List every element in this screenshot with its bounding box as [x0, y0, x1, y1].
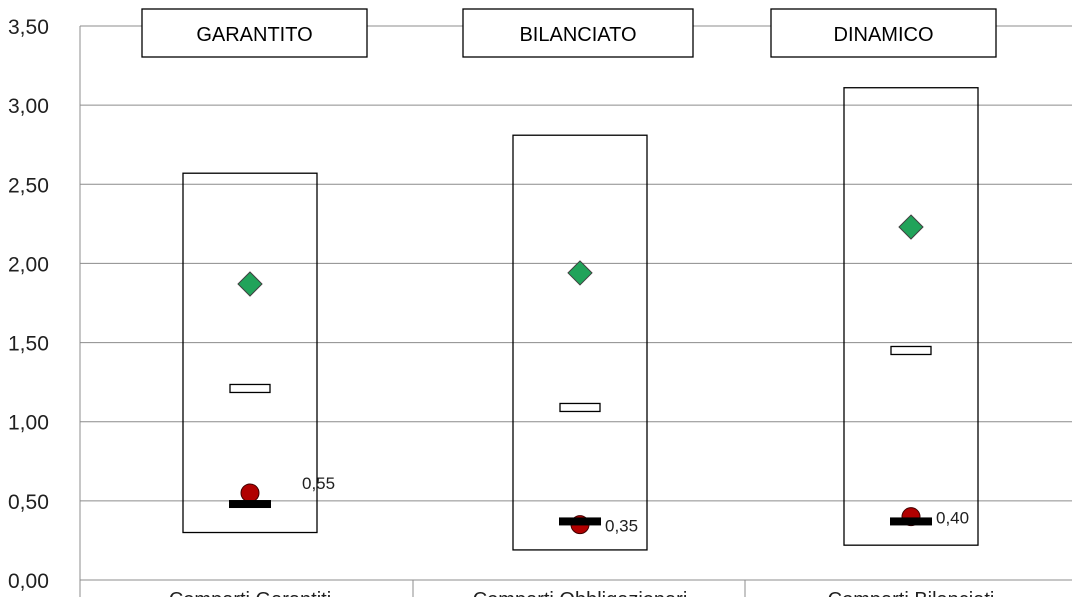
- x-category-label: Comparti Obbligazionari: [473, 589, 688, 597]
- y-tick-label: 3,50: [8, 16, 49, 39]
- range-box: [512, 134, 648, 551]
- group-header-box: [462, 8, 694, 58]
- y-tick-label: 0,50: [8, 491, 49, 514]
- median-marker: [890, 345, 932, 356]
- range-box: [182, 172, 318, 534]
- y-tick-label: 1,00: [8, 412, 49, 435]
- diamond-marker: [237, 271, 263, 297]
- y-tick-label: 2,00: [8, 253, 49, 276]
- data-label: 0,35: [605, 517, 638, 536]
- data-label: 0,40: [936, 509, 969, 528]
- data-label: 0,55: [302, 474, 335, 493]
- y-tick-label: 2,50: [8, 174, 49, 197]
- group-header-box: [770, 8, 997, 58]
- diamond-marker: [567, 260, 593, 286]
- bar-marker: [890, 517, 932, 526]
- group-header-label: GARANTITO: [196, 24, 312, 46]
- diamond-marker: [898, 214, 924, 240]
- bar-marker: [559, 517, 601, 526]
- group-header-box: [141, 8, 368, 58]
- median-marker: [559, 402, 601, 413]
- range-box: [843, 87, 979, 546]
- group-header-label: DINAMICO: [834, 24, 934, 46]
- y-tick-label: 0,00: [8, 570, 49, 593]
- circle-marker: [240, 483, 260, 503]
- y-tick-label: 1,50: [8, 333, 49, 356]
- group-header-label: BILANCIATO: [519, 24, 636, 46]
- x-category-label: Comparti Bilanciati: [828, 589, 995, 597]
- x-category-label: Comparti Garantiti: [169, 589, 331, 597]
- bar-marker: [229, 500, 271, 509]
- y-tick-label: 3,00: [8, 95, 49, 118]
- median-marker: [229, 383, 271, 394]
